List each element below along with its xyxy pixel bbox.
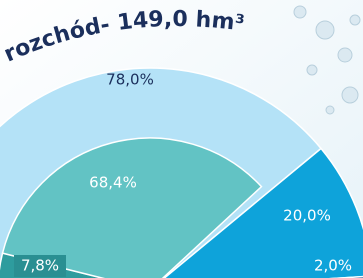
chart: 78,0%20,0%2,0%7,8%68,4% rozchód- 149,0 h… [0, 0, 363, 278]
data-label: 20,0% [283, 207, 331, 225]
data-label: 68,4% [89, 174, 137, 192]
page: {"chart_data": {"type": "pie", "title": … [0, 0, 363, 278]
data-label: 78,0% [106, 71, 154, 89]
data-label: 7,8% [21, 257, 59, 275]
data-label: 2,0% [314, 257, 352, 275]
